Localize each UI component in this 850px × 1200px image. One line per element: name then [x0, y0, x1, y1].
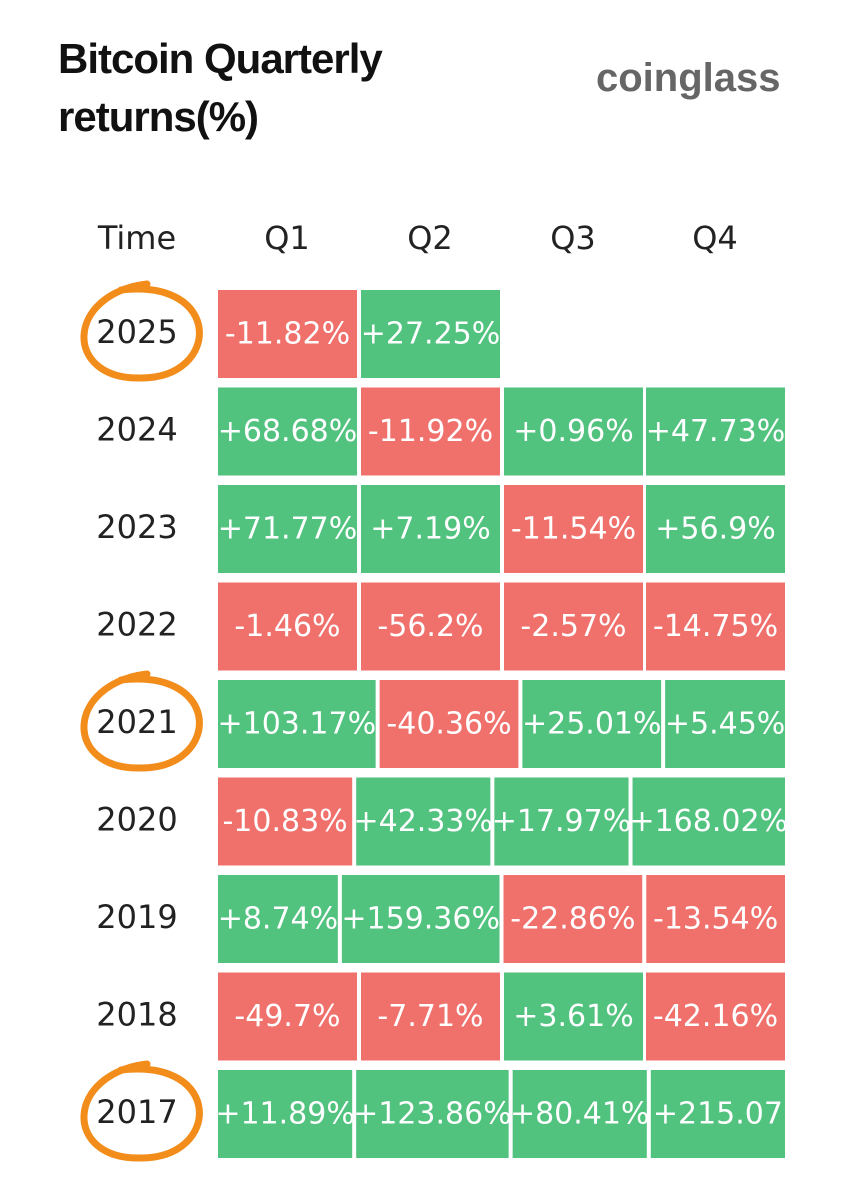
cell-2019-q3 — [503, 875, 643, 963]
year-label-2024: 2024 — [96, 411, 177, 449]
value-label-2022-q2: -56.2% — [377, 609, 483, 644]
value-label-2023-q4: +56.9% — [655, 512, 775, 547]
value-label-2017-q3: +80.41% — [510, 1097, 650, 1132]
value-label-2020-q3: +17.97% — [492, 804, 632, 839]
cell-2020-q1 — [218, 777, 353, 866]
value-label-2022-q1: -1.46% — [234, 609, 340, 644]
cell-2018-q2 — [361, 972, 500, 1061]
value-label-2020-q1: -10.83% — [222, 804, 347, 839]
value-label-2024-q4: +47.73% — [646, 414, 786, 449]
value-label-2020-q2: +42.33% — [354, 804, 494, 839]
cell-2019-q4 — [646, 875, 785, 963]
value-label-2017-q1: +11.89% — [215, 1097, 355, 1132]
value-label-2018-q3: +3.61% — [513, 999, 633, 1034]
value-label-2017-q2: +123.86% — [353, 1097, 512, 1132]
column-header-q2: Q2 — [407, 219, 453, 257]
cell-2021-q2 — [379, 680, 519, 768]
highlight-circle-2025 — [80, 280, 203, 382]
value-label-2019-q4: -13.54% — [653, 902, 778, 937]
value-label-2022-q3: -2.57% — [520, 609, 626, 644]
year-label-2023: 2023 — [96, 508, 177, 546]
cell-2024-q1 — [218, 387, 357, 476]
chart-title-line-2: returns(%) — [58, 93, 259, 140]
cell-2022-q1 — [218, 582, 357, 671]
column-header-q4: Q4 — [692, 219, 738, 257]
cell-2020-q3 — [494, 777, 629, 866]
value-label-2018-q1: -49.7% — [234, 999, 340, 1034]
cell-2017-q1 — [218, 1070, 353, 1158]
value-label-2019-q3: -22.86% — [510, 902, 635, 937]
year-label-2020: 2020 — [96, 801, 177, 839]
cell-2021-q3 — [522, 680, 662, 768]
value-label-2024-q3: +0.96% — [513, 414, 633, 449]
value-label-2020-q4: +168.02% — [629, 804, 788, 839]
year-label-2017: 2017 — [96, 1093, 177, 1131]
value-label-2023-q1: +71.77% — [218, 512, 358, 547]
value-label-2018-q4: -42.16% — [653, 999, 778, 1034]
chart-title: Bitcoin Quarterly returns(%) — [58, 30, 383, 146]
year-label-2022: 2022 — [96, 606, 177, 644]
cell-2022-q2 — [361, 582, 500, 671]
value-label-2023-q2: +7.19% — [370, 512, 490, 547]
cell-2023-q4 — [646, 485, 785, 573]
value-label-2017-q4: +215.07 — [653, 1097, 783, 1132]
value-label-2021-q3: +25.01% — [522, 707, 662, 742]
value-label-2021-q4: +5.45% — [665, 707, 785, 742]
cell-2025-q1 — [218, 290, 357, 378]
value-label-2024-q2: -11.92% — [368, 414, 493, 449]
cell-2020-q4 — [632, 777, 785, 866]
cell-2024-q2 — [361, 387, 500, 476]
cell-2018-q4 — [646, 972, 785, 1061]
cell-2019-q2 — [341, 875, 500, 963]
value-label-2021-q1: +103.17% — [218, 707, 377, 742]
value-label-2025-q1: -11.82% — [225, 317, 350, 352]
value-label-2021-q2: -40.36% — [386, 707, 511, 742]
value-label-2019-q2: +159.36% — [341, 902, 500, 937]
cell-2022-q4 — [646, 582, 785, 671]
cell-2020-q2 — [356, 777, 491, 866]
cell-2023-q3 — [504, 485, 643, 573]
value-label-2019-q1: +8.74% — [218, 902, 338, 937]
row-header-label: Time — [97, 219, 176, 257]
year-label-2021: 2021 — [96, 703, 177, 741]
cell-2024-q4 — [646, 387, 785, 476]
cell-2021-q4 — [665, 680, 785, 768]
cell-2022-q3 — [504, 582, 643, 671]
column-header-q1: Q1 — [264, 219, 310, 257]
year-label-2019: 2019 — [96, 898, 177, 936]
cell-2021-q1 — [218, 680, 376, 768]
brand-logo: coinglass — [596, 56, 781, 100]
cell-2024-q3 — [504, 387, 643, 476]
value-label-2024-q1: +68.68% — [218, 414, 358, 449]
highlight-circle-2017 — [80, 1060, 203, 1162]
cell-2017-q2 — [356, 1070, 509, 1158]
cell-2019-q1 — [218, 875, 338, 963]
cell-2025-q2 — [361, 290, 500, 378]
value-label-2022-q4: -14.75% — [653, 609, 778, 644]
cell-2017-q3 — [512, 1070, 647, 1158]
highlight-circle-2021 — [80, 670, 203, 772]
value-label-2025-q2: +27.25% — [361, 317, 501, 352]
value-label-2018-q2: -7.71% — [377, 999, 483, 1034]
value-label-2023-q3: -11.54% — [511, 512, 636, 547]
cell-2023-q1 — [218, 485, 357, 573]
column-header-q3: Q3 — [550, 219, 596, 257]
cell-2018-q3 — [504, 972, 643, 1061]
year-label-2018: 2018 — [96, 996, 177, 1034]
cell-2018-q1 — [218, 972, 357, 1061]
year-label-2025: 2025 — [96, 313, 177, 351]
cell-2017-q4 — [650, 1070, 785, 1158]
cell-2023-q2 — [361, 485, 500, 573]
chart-title-line-1: Bitcoin Quarterly — [58, 35, 383, 82]
